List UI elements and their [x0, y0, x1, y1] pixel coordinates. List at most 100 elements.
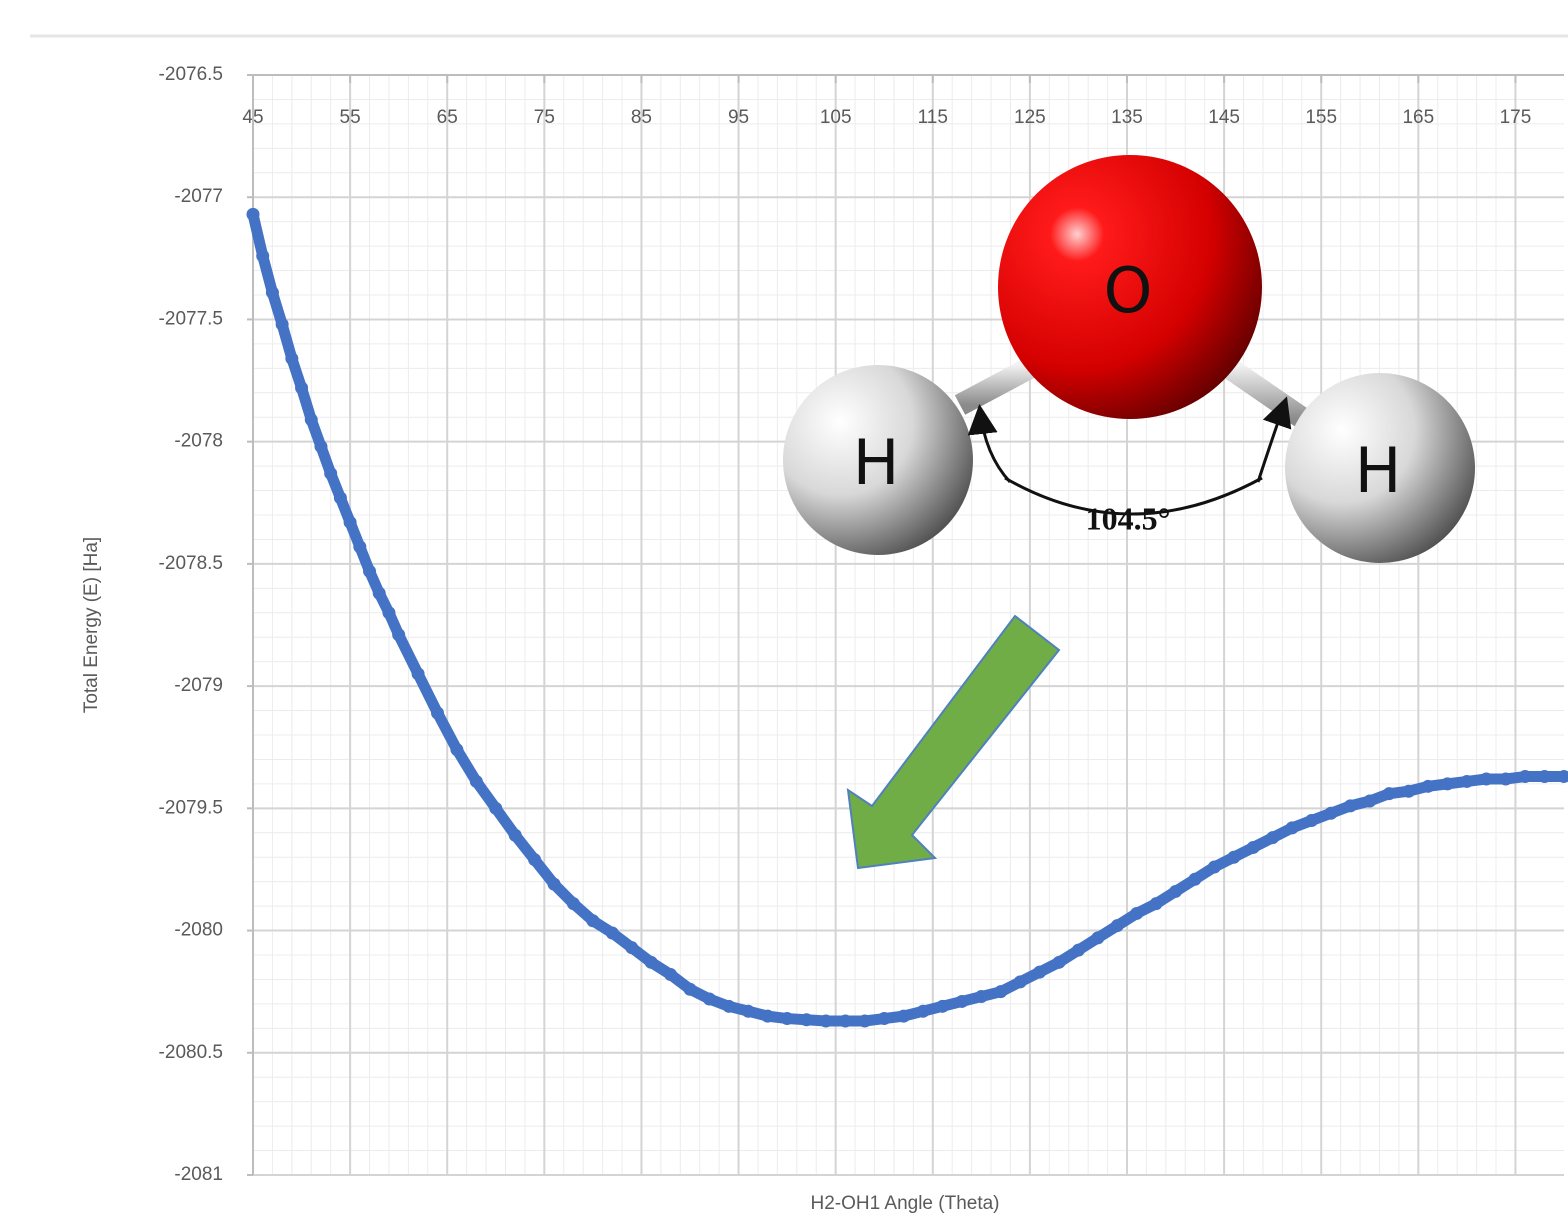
data-point [684, 983, 697, 996]
x-tick-label: 55 [340, 107, 361, 128]
data-point [645, 956, 658, 969]
x-tick-label: 155 [1305, 107, 1337, 128]
x-tick-label: 145 [1208, 107, 1240, 128]
data-point [509, 829, 522, 842]
data-point [567, 897, 580, 910]
x-tick-label: 115 [918, 107, 948, 128]
data-point [1441, 777, 1454, 790]
data-point [314, 440, 327, 453]
data-point [1188, 873, 1201, 886]
data-point [470, 775, 483, 788]
data-point [1247, 841, 1260, 854]
data-point [1111, 919, 1124, 932]
data-point [994, 985, 1007, 998]
data-point [781, 1012, 794, 1025]
data-point [1519, 770, 1532, 783]
data-point [1499, 773, 1512, 786]
data-point [1227, 851, 1240, 864]
data-point [839, 1015, 852, 1028]
x-tick-label: 85 [631, 107, 652, 128]
data-point [1150, 897, 1163, 910]
data-point [800, 1013, 813, 1026]
data-point [664, 968, 677, 981]
data-point [305, 413, 318, 426]
y-tick-label: -2080.5 [159, 1042, 223, 1063]
data-point [586, 914, 599, 927]
data-point [1033, 966, 1046, 979]
x-tick-label: 125 [1014, 107, 1046, 128]
data-point [819, 1015, 832, 1028]
data-point [1383, 787, 1396, 800]
x-tick-label: 65 [437, 107, 458, 128]
atom-label: O [1104, 254, 1153, 327]
data-point [878, 1012, 891, 1025]
data-point [1422, 780, 1435, 793]
y-tick-label: -2077 [174, 186, 223, 207]
y-tick-label: -2078 [174, 431, 223, 452]
y-tick-label: -2081 [174, 1164, 223, 1185]
data-point [548, 878, 561, 891]
y-tick-label: -2078.5 [159, 553, 223, 574]
data-point [1538, 770, 1551, 783]
data-point [324, 467, 337, 480]
y-tick-label: -2079.5 [159, 797, 223, 818]
data-point [1053, 956, 1066, 969]
x-tick-label: 165 [1402, 107, 1434, 128]
data-point [1480, 773, 1493, 786]
data-point [858, 1015, 871, 1028]
data-point [1014, 975, 1027, 988]
data-point [975, 990, 988, 1003]
x-axis-title: H2-OH1 Angle (Theta) [810, 1193, 999, 1214]
angle-label: 104.5° [1086, 500, 1171, 536]
y-axis-title: Total Energy (E) [Ha] [81, 537, 102, 713]
data-point [1344, 799, 1357, 812]
data-point [373, 587, 386, 600]
atom-label: H [853, 426, 900, 499]
data-point [528, 853, 541, 866]
data-point [489, 802, 502, 815]
data-point [1072, 944, 1085, 957]
x-tick-label: 95 [728, 107, 749, 128]
x-tick-label: 175 [1500, 107, 1532, 128]
data-point [353, 540, 366, 553]
data-point [936, 1000, 949, 1013]
y-tick-label: -2076.5 [159, 64, 223, 85]
data-point [1266, 831, 1279, 844]
y-tick-label: -2079 [174, 675, 223, 696]
x-tick-label: 105 [820, 107, 852, 128]
data-point [955, 995, 968, 1008]
data-point [266, 286, 279, 299]
data-point [1363, 795, 1376, 808]
data-point [412, 667, 425, 680]
data-point [722, 1000, 735, 1013]
data-point [256, 249, 269, 262]
data-point [897, 1010, 910, 1023]
molecule-figure: O H H 104.5° [783, 155, 1475, 563]
data-point [295, 381, 308, 394]
data-point [450, 743, 463, 756]
data-point [1402, 785, 1415, 798]
x-tick-label: 135 [1111, 107, 1143, 128]
angle-arc [980, 410, 1010, 482]
data-point [392, 628, 405, 641]
data-point [285, 352, 298, 365]
data-point [1130, 907, 1143, 920]
y-tick-label: -2080 [174, 920, 223, 941]
arrow [848, 616, 1059, 868]
y-tick-label: -2077.5 [159, 308, 223, 329]
data-point [742, 1005, 755, 1018]
data-point [1460, 775, 1473, 788]
data-point [1286, 821, 1299, 834]
data-point [1169, 885, 1182, 898]
data-point [1305, 814, 1318, 827]
data-point [363, 565, 376, 578]
page: -2076.5 -2077 -2077.5 -2078 -2078.5 -2079 -207… [0, 0, 1568, 1218]
data-point [917, 1005, 930, 1018]
data-point [382, 606, 395, 619]
data-point [625, 941, 638, 954]
data-point [334, 491, 347, 504]
atom-label: H [1355, 434, 1402, 507]
data-point [1091, 931, 1104, 944]
data-point [606, 927, 619, 940]
data-point [1208, 861, 1221, 874]
